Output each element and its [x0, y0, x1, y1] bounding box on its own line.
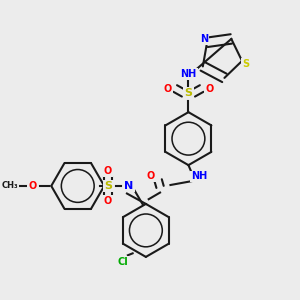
Text: Cl: Cl	[118, 257, 128, 267]
Text: O: O	[28, 181, 37, 191]
Text: N: N	[124, 181, 134, 191]
Text: S: S	[242, 59, 249, 69]
Text: S: S	[104, 181, 112, 191]
Text: O: O	[164, 83, 172, 94]
Text: NH: NH	[191, 172, 207, 182]
Text: O: O	[146, 172, 155, 182]
Text: O: O	[104, 196, 112, 206]
Text: CH₃: CH₃	[1, 182, 18, 190]
Text: N: N	[200, 34, 208, 44]
Text: S: S	[184, 88, 192, 98]
Text: O: O	[205, 83, 213, 94]
Text: O: O	[104, 166, 112, 176]
Text: NH: NH	[180, 69, 196, 79]
